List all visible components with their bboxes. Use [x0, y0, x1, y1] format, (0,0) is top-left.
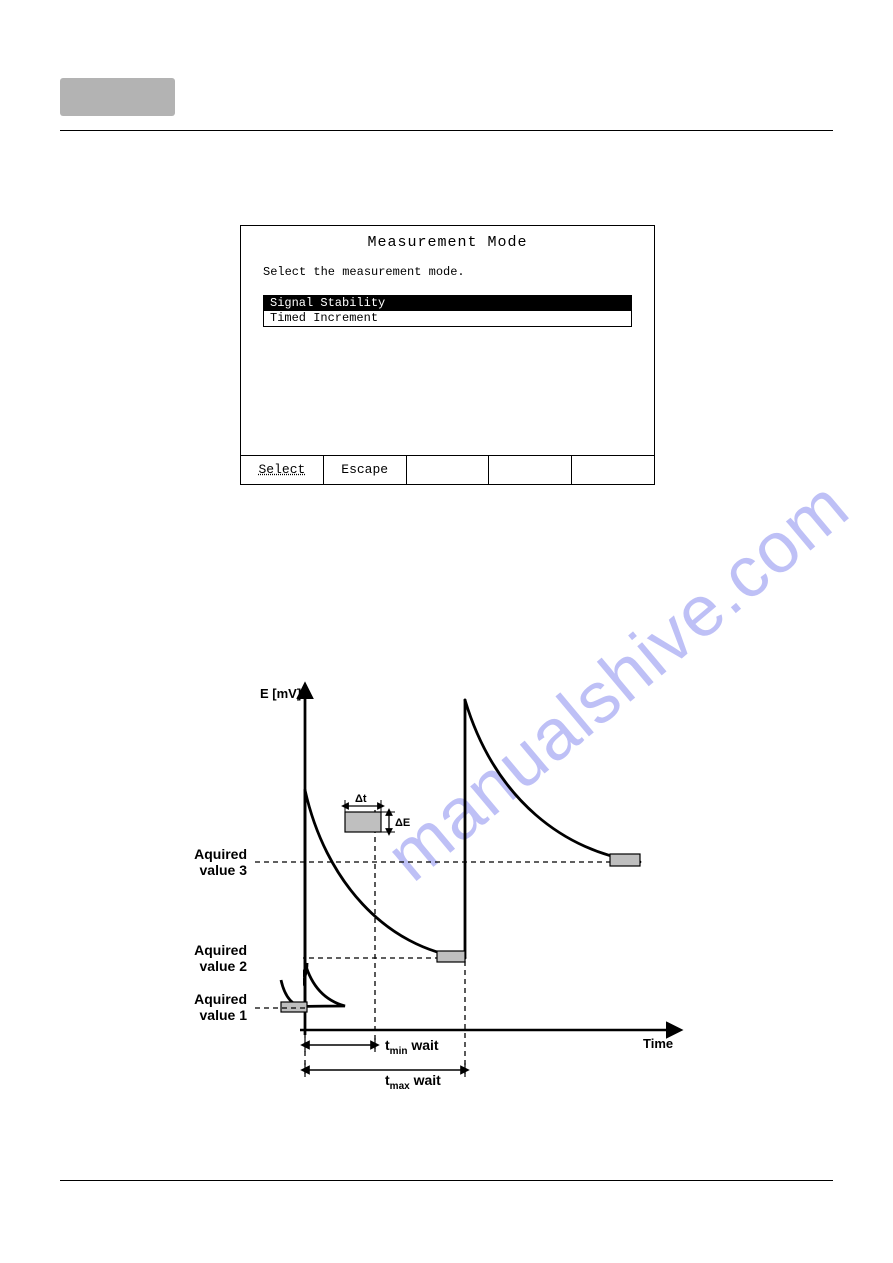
delta-inset: Δt ΔE [345, 793, 410, 832]
y-axis-label: E [mV] [260, 686, 301, 701]
x-axis-label: Time [643, 1036, 673, 1051]
softkey-select[interactable]: Select [241, 456, 324, 484]
svg-text:tmax wait: tmax wait [385, 1072, 441, 1092]
dialog-item-timed-increment[interactable]: Timed Increment [264, 311, 631, 326]
footer-rule [60, 1180, 833, 1181]
signal-stability-chart: Aquiredvalue 3 Aquiredvalue 2 Aquiredval… [185, 680, 705, 1110]
svg-text:Δt: Δt [355, 793, 367, 805]
dialog-list: Signal Stability Timed Increment [263, 295, 632, 327]
tmax-wait: tmax wait [305, 1063, 465, 1092]
softkey-5[interactable] [572, 456, 654, 484]
dialog-softkeys: Select Escape [241, 455, 654, 484]
svg-text:ΔE: ΔE [395, 817, 410, 829]
label-acquired-value-2: Aquiredvalue 2 [175, 942, 247, 974]
softkey-4[interactable] [489, 456, 572, 484]
label-acquired-value-3: Aquiredvalue 3 [175, 846, 247, 878]
measurement-mode-dialog: Measurement Mode Select the measurement … [240, 225, 655, 485]
dialog-body-space [241, 327, 654, 455]
softkey-3[interactable] [407, 456, 490, 484]
dialog-item-signal-stability[interactable]: Signal Stability [264, 296, 631, 311]
tmin-wait: tmin wait [305, 1037, 439, 1057]
header-badge [60, 78, 175, 116]
svg-text:tmin wait: tmin wait [385, 1037, 439, 1057]
dialog-prompt: Select the measurement mode. [241, 257, 654, 295]
dialog-title: Measurement Mode [241, 226, 654, 257]
label-acquired-value-1: Aquiredvalue 1 [175, 991, 247, 1023]
chart-svg: E [mV] Time [185, 680, 705, 1110]
vertical-guides [305, 700, 465, 1075]
header-rule [60, 130, 833, 131]
softkey-escape[interactable]: Escape [324, 456, 407, 484]
plateau-markers [281, 854, 640, 1012]
horizontal-guides [255, 862, 640, 1008]
